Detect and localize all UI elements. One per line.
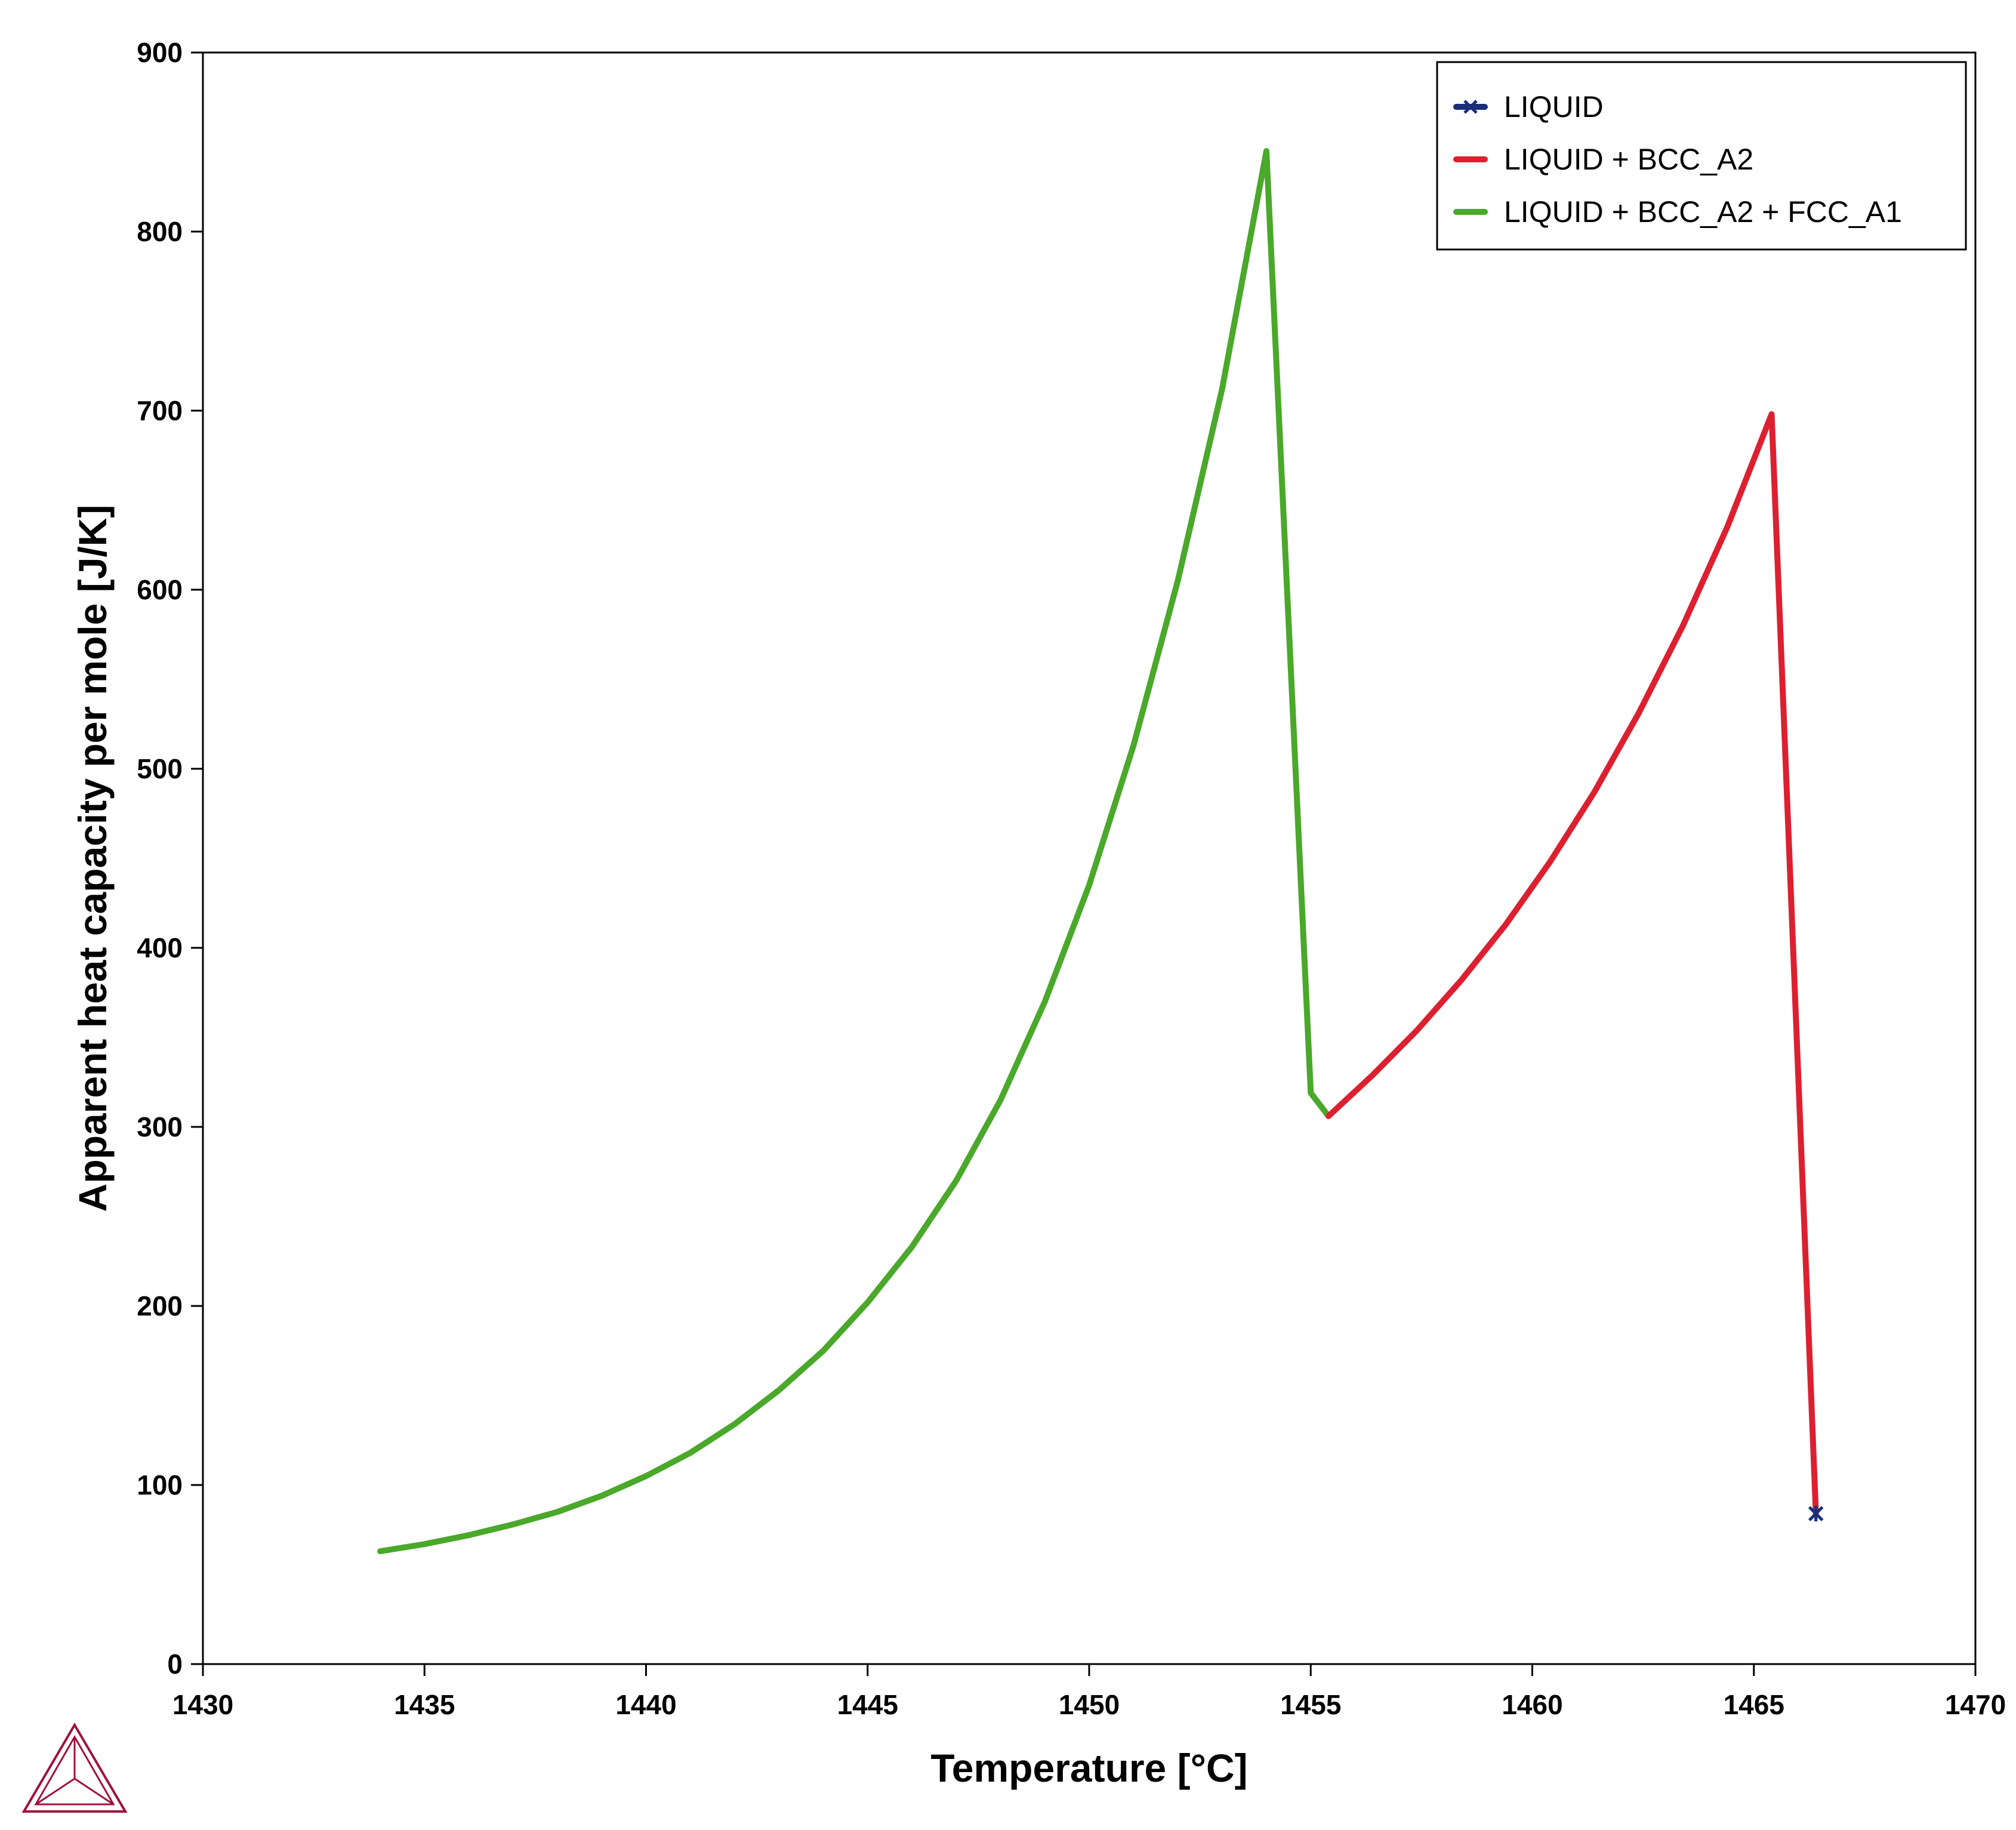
x-tick-label: 1445 <box>837 1689 898 1720</box>
x-tick-label: 1470 <box>1945 1689 2006 1720</box>
legend-marker <box>1463 100 1478 114</box>
series-line-liquid-bcc-a2-fcc-a1 <box>377 148 1331 1554</box>
liquid-data-point <box>1808 1506 1824 1521</box>
x-tick-label: 1465 <box>1724 1689 1784 1720</box>
x-tick-label: 1460 <box>1502 1689 1562 1720</box>
legend-label: LIQUID + BCC_A2 <box>1504 143 1753 176</box>
x-tick-label: 1430 <box>172 1689 233 1720</box>
y-tick-label: 600 <box>137 574 183 605</box>
y-tick-label: 700 <box>137 395 183 426</box>
y-tick-label: 300 <box>137 1111 183 1142</box>
axis-ticks <box>191 51 1977 1676</box>
y-tick-label: 800 <box>137 216 183 247</box>
axis-labels: 1430 1435 1440 1445 1450 1455 1460 1465 1470 0 100… <box>137 37 2006 1720</box>
y-tick-label: 500 <box>137 753 183 784</box>
legend: LIQUID LIQUID + BCC_A2 LIQUID + BCC_A2 + F… <box>1436 61 1967 251</box>
y-tick-label: 100 <box>137 1469 183 1501</box>
x-tick-label: 1440 <box>615 1689 676 1720</box>
legend-label: LIQUID + BCC_A2 + FCC_A1 <box>1504 195 1902 229</box>
x-tick-label: 1450 <box>1059 1689 1120 1720</box>
legend-box <box>1436 61 1967 251</box>
legend-label: LIQUID <box>1504 90 1604 124</box>
y-tick-label: 0 <box>167 1649 183 1680</box>
y-tick-label: 900 <box>137 37 183 68</box>
y-axis-title: Apparent heat capacity per mole [J/K] <box>70 505 115 1212</box>
x-axis-title: Temperature [°C] <box>930 1746 1247 1790</box>
x-tick-label: 1455 <box>1280 1689 1341 1720</box>
x-tick-label: 1435 <box>394 1689 455 1720</box>
series-line-liquid-bcc-a2 <box>1325 411 1819 1517</box>
series-layer <box>377 148 1824 1554</box>
y-tick-label: 200 <box>137 1290 183 1321</box>
y-tick-label: 400 <box>137 932 183 963</box>
triangle-logo-icon <box>21 1723 128 1813</box>
